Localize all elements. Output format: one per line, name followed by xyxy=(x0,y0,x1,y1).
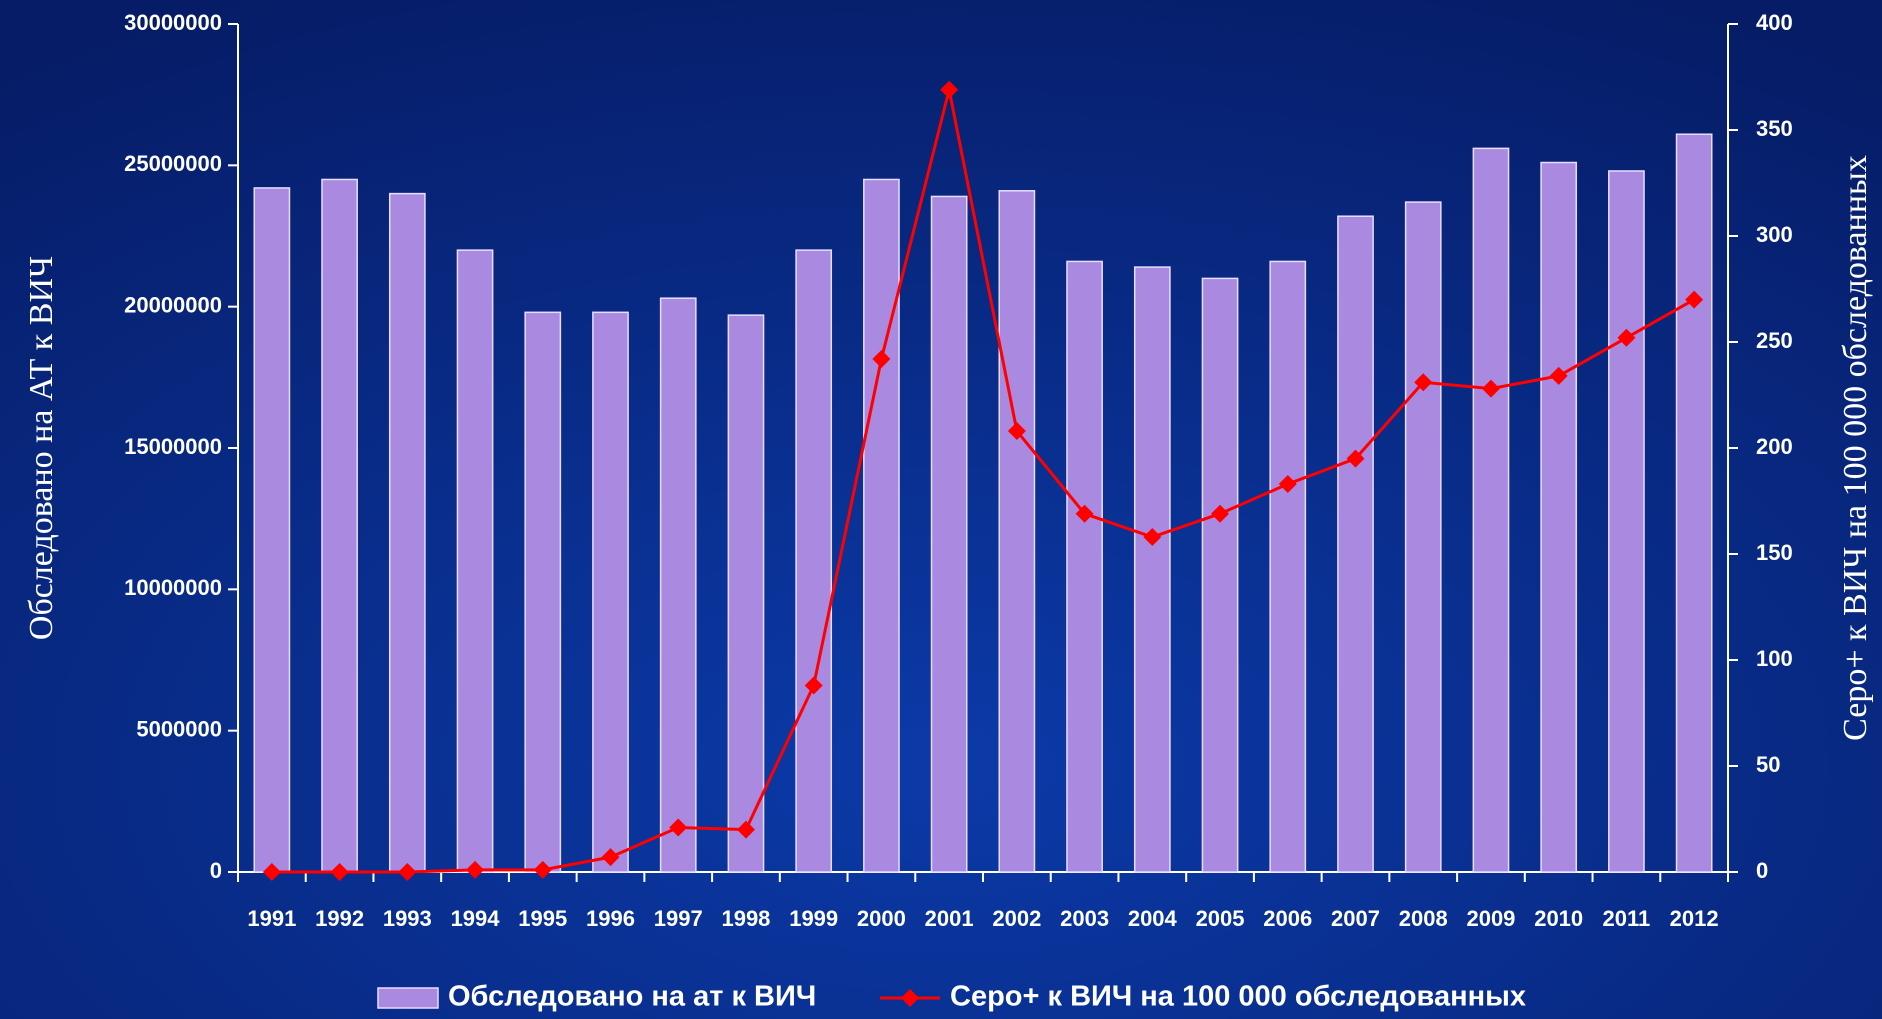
y-tick-label: 0 xyxy=(210,858,222,883)
marker xyxy=(940,80,959,99)
x-tick-label: 2010 xyxy=(1534,906,1583,931)
x-tick-label: 2000 xyxy=(857,906,906,931)
marker xyxy=(1346,449,1365,468)
x-tick-label: 2001 xyxy=(925,906,974,931)
line xyxy=(271,89,1695,874)
marker xyxy=(1414,373,1433,392)
bar xyxy=(1337,215,1374,873)
x-tick-label: 2012 xyxy=(1670,906,1719,931)
legend-swatch xyxy=(377,987,439,1009)
x-tick-label: 1994 xyxy=(451,906,501,931)
x-tick-label: 2007 xyxy=(1331,906,1380,931)
y2-tick-label: 150 xyxy=(1756,540,1793,565)
bar xyxy=(524,311,562,873)
y-tick-label: 30000000 xyxy=(124,10,222,35)
x-tick-label: 1991 xyxy=(247,906,296,931)
bar xyxy=(592,311,629,873)
marker xyxy=(872,349,891,368)
y-tick-label: 15000000 xyxy=(124,434,222,459)
legend-marker xyxy=(901,989,919,1007)
marker xyxy=(736,820,755,839)
marker xyxy=(1007,422,1026,441)
bar xyxy=(456,249,494,873)
x-tick-label: 1996 xyxy=(586,906,635,931)
bar xyxy=(1675,133,1713,873)
marker xyxy=(466,860,485,879)
marker xyxy=(1211,504,1230,523)
x-tick-label: 2002 xyxy=(992,906,1041,931)
bar xyxy=(863,178,900,873)
marker xyxy=(1481,379,1500,398)
y2-tick-label: 300 xyxy=(1756,222,1793,247)
bar xyxy=(659,297,697,873)
y2-tick-label: 400 xyxy=(1756,10,1793,35)
bar xyxy=(1608,170,1645,873)
y2-tick-label: 0 xyxy=(1756,858,1768,883)
y2-tick-label: 50 xyxy=(1756,752,1780,777)
y2-tick-label: 200 xyxy=(1756,434,1793,459)
bar xyxy=(1540,161,1578,873)
bar xyxy=(1269,260,1307,873)
y-tick-label: 10000000 xyxy=(124,575,222,600)
x-tick-label: 1999 xyxy=(789,906,838,931)
y2-tick-label: 100 xyxy=(1756,646,1793,671)
y2-tick-label: 350 xyxy=(1756,116,1793,141)
y-tick-label: 20000000 xyxy=(124,292,222,317)
marker xyxy=(601,848,620,867)
x-tick-label: 2009 xyxy=(1466,906,1515,931)
x-tick-label: 1992 xyxy=(315,906,364,931)
y-tick-label: 25000000 xyxy=(124,151,222,176)
bar xyxy=(1066,260,1103,873)
x-tick-label: 2004 xyxy=(1128,906,1178,931)
bar xyxy=(1201,277,1239,873)
x-tick-label: 2006 xyxy=(1263,906,1312,931)
x-tick-label: 2003 xyxy=(1060,906,1109,931)
bar xyxy=(727,314,765,873)
marker xyxy=(1075,504,1094,523)
x-tick-label: 2011 xyxy=(1603,906,1651,931)
bar xyxy=(321,178,358,873)
marker xyxy=(262,863,281,881)
y-axis-title: Обследовано на АТ к ВИЧ xyxy=(23,256,60,640)
x-tick-label: 1993 xyxy=(383,906,432,931)
marker xyxy=(669,818,688,837)
y-tick-label: 5000000 xyxy=(136,716,222,741)
marker xyxy=(330,863,349,881)
y2-axis-title: Серо+ к ВИЧ на 100 000 обследованных xyxy=(1837,155,1874,741)
bar xyxy=(253,187,291,873)
x-tick-label: 1995 xyxy=(518,906,567,931)
bar xyxy=(388,192,426,873)
x-tick-label: 2008 xyxy=(1399,906,1448,931)
bar xyxy=(930,195,968,873)
bar xyxy=(795,249,833,873)
y2-tick-label: 250 xyxy=(1756,328,1793,353)
bar xyxy=(1404,201,1442,873)
bar xyxy=(1133,266,1171,873)
marker xyxy=(804,676,823,695)
legend-label: Обследовано на ат к ВИЧ xyxy=(448,981,816,1013)
x-tick-label: 1997 xyxy=(654,906,703,931)
legend-label: Серо+ к ВИЧ на 100 000 обследованных xyxy=(950,981,1526,1013)
marker xyxy=(1549,366,1568,385)
bar xyxy=(1472,147,1510,873)
marker xyxy=(1685,290,1704,309)
marker xyxy=(1143,528,1162,547)
x-tick-label: 2005 xyxy=(1196,906,1245,931)
x-tick-label: 1998 xyxy=(721,906,770,931)
marker xyxy=(1617,328,1636,347)
marker xyxy=(398,863,417,881)
marker xyxy=(1278,475,1297,494)
bar xyxy=(998,190,1036,873)
marker xyxy=(533,860,552,879)
